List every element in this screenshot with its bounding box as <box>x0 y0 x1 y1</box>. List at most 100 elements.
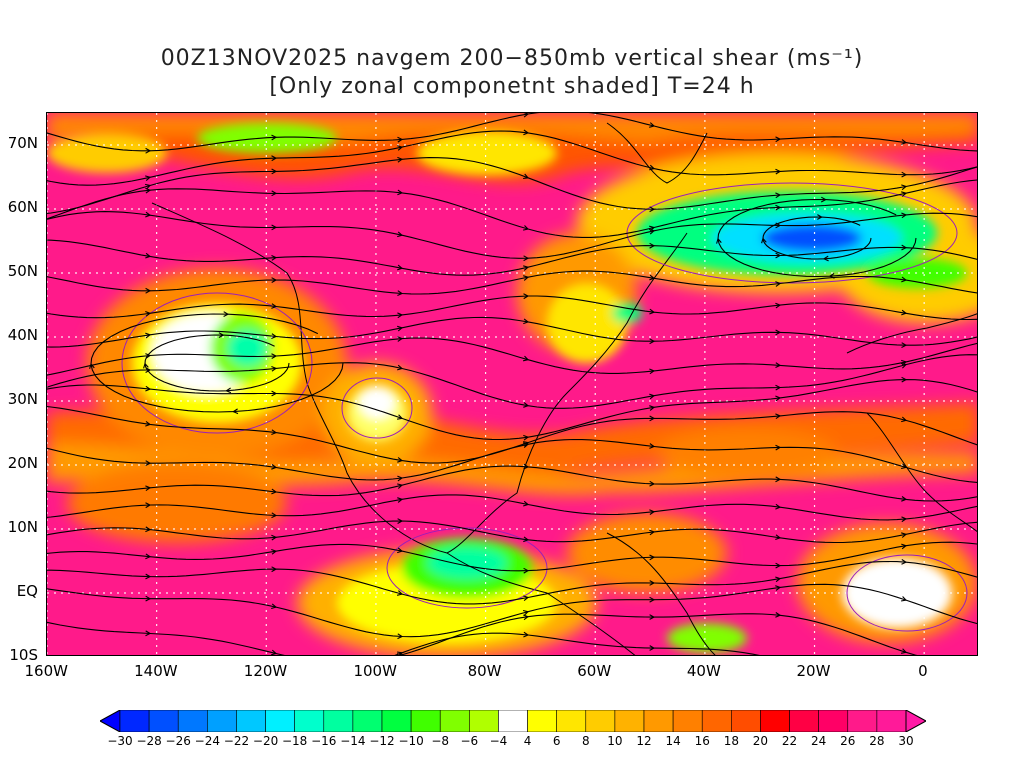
streamline-arrow <box>649 405 656 411</box>
streamline-arrow <box>523 129 530 136</box>
streamline-arrow <box>271 390 278 397</box>
streamline-arrow <box>218 332 225 338</box>
streamline <box>47 379 977 441</box>
colorbar-swatch <box>177 710 208 732</box>
colorbar-swatch <box>876 710 907 732</box>
colorbar-tick-label: −8 <box>431 734 450 748</box>
streamline-arrow <box>145 287 152 294</box>
colorbar-swatch <box>236 710 266 732</box>
streamline-arrow <box>271 429 278 436</box>
colorbar-tick-label: −18 <box>281 734 308 748</box>
colorbar-tick-label: 6 <box>552 734 561 748</box>
streamline-arrow <box>901 309 908 316</box>
streamline-arrow <box>397 483 404 489</box>
colorbar-tick-label: −4 <box>489 734 508 748</box>
streamline-arrow <box>775 281 782 287</box>
streamline <box>47 337 977 376</box>
streamline <box>47 179 977 238</box>
streamline-arrow <box>649 415 656 422</box>
streamline-arrow <box>901 559 908 565</box>
streamline-arrow <box>649 164 656 171</box>
streamline-arrow <box>649 645 656 651</box>
colorbar-tick-label: −30 <box>107 734 133 748</box>
colorbar-tick-label: 18 <box>723 734 739 748</box>
streamlines <box>47 113 977 655</box>
streamline-arrow <box>271 649 278 655</box>
colorbar-swatch <box>207 710 237 732</box>
streamline-arrow <box>232 408 239 415</box>
streamline-arrow <box>271 512 278 519</box>
streamline <box>47 316 977 348</box>
streamline-arrow <box>145 460 152 466</box>
colorbar-tick-label: 10 <box>607 734 623 748</box>
streamline-arrow <box>145 573 152 580</box>
streamline-arrow <box>523 595 530 602</box>
streamline-arrow <box>775 329 782 336</box>
streamline-arrow <box>901 342 908 348</box>
colorbar-swatch <box>439 710 470 732</box>
colorbar-tick-label: 12 <box>636 734 652 748</box>
lat-label: 40N <box>7 326 38 344</box>
streamline-arrow <box>523 536 530 543</box>
streamline-arrow <box>397 231 404 238</box>
streamline-arrow <box>775 384 782 391</box>
streamline-arrow <box>775 576 782 583</box>
streamline-arrow <box>523 318 530 325</box>
streamline <box>47 583 977 638</box>
streamline <box>47 465 977 502</box>
colorbar-swatch <box>614 710 645 732</box>
streamline-arrow <box>145 147 152 154</box>
colorbar-swatch <box>847 710 878 732</box>
colorbar-swatch <box>585 710 616 732</box>
streamline-arrow <box>271 155 278 162</box>
streamline-arrow <box>143 362 149 369</box>
streamline-arrow <box>145 353 152 359</box>
streamline-arrow <box>144 183 152 190</box>
streamline-arrow <box>775 252 782 259</box>
streamline-arrow <box>523 442 530 449</box>
streamline-arrow <box>397 475 404 482</box>
streamline-arrow <box>397 145 404 151</box>
streamline-arrow <box>649 228 656 235</box>
streamline-arrow <box>397 364 404 371</box>
streamline-arrow <box>523 173 530 180</box>
streamline-arrow <box>271 224 278 231</box>
streamline-arrow <box>271 603 278 610</box>
streamline <box>394 632 760 655</box>
colorbar-swatch <box>731 710 761 732</box>
streamline-arrow <box>775 362 782 368</box>
streamline-arrow <box>145 526 152 533</box>
streamline-arrow <box>145 175 152 182</box>
map-subtitle: [Only zonal componetnt shaded] T=24 h <box>269 74 755 99</box>
streamline-arrow <box>271 134 278 141</box>
streamline-arrow <box>901 171 908 178</box>
streamline <box>47 157 977 215</box>
streamline-arrow <box>145 187 152 194</box>
lat-label: 60N <box>7 198 38 216</box>
streamline-arrow <box>775 204 782 211</box>
streamline-arrow <box>523 631 530 638</box>
coastlines <box>151 122 977 655</box>
lon-label: 20W <box>796 662 831 680</box>
streamline-arrow <box>523 265 530 271</box>
streamline <box>762 216 872 260</box>
streamline-arrow <box>271 365 278 372</box>
streamline <box>47 130 977 186</box>
streamline <box>47 211 977 259</box>
streamline-arrow <box>397 457 404 463</box>
streamline-arrow <box>271 303 278 309</box>
streamline-arrow <box>145 332 152 339</box>
streamline-arrow <box>775 136 782 143</box>
colorbar-tick-label: −20 <box>252 734 279 748</box>
streamline-arrow <box>396 590 404 596</box>
streamline-arrow <box>817 214 823 220</box>
streamline-arrow <box>901 516 908 523</box>
streamline-arrow <box>145 385 152 392</box>
streamline-arrow <box>223 311 230 317</box>
streamline-arrow <box>649 122 656 128</box>
colorbar-swatch <box>410 710 441 732</box>
streamline-arrow <box>775 503 782 510</box>
colorbar-tick-label: −24 <box>194 734 220 748</box>
streamline-arrow <box>775 168 782 175</box>
lat-label: EQ <box>16 582 38 600</box>
